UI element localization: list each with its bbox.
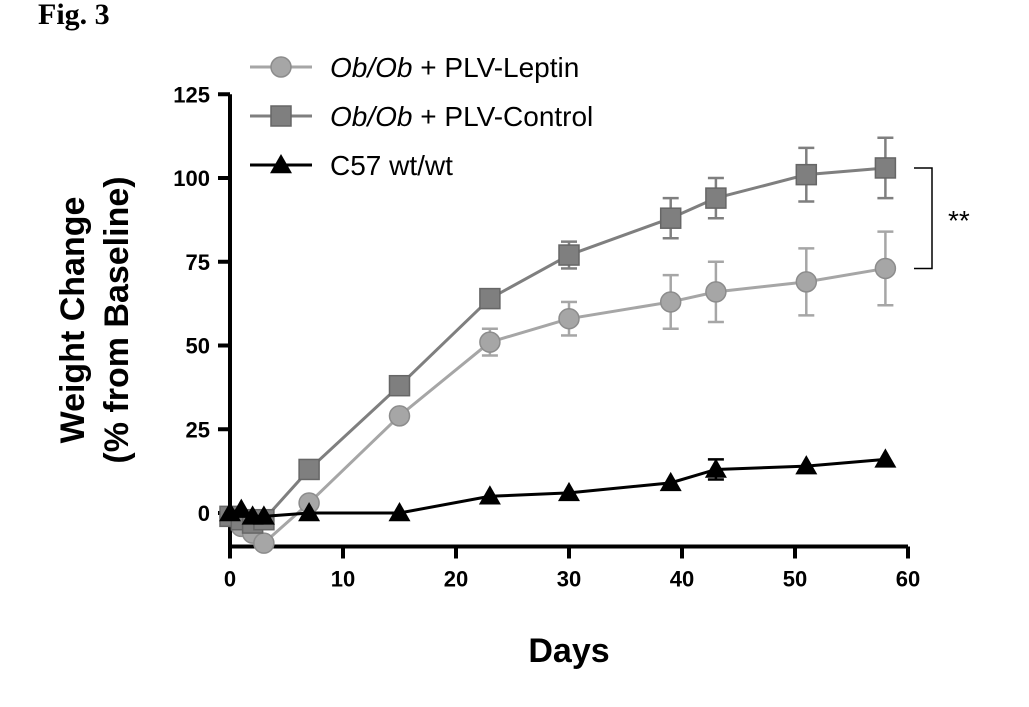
significance-label: ** <box>948 205 970 236</box>
data-point <box>252 505 275 525</box>
x-tick-label: 50 <box>783 567 807 592</box>
legend-marker <box>270 154 292 174</box>
data-point <box>558 307 580 330</box>
series-line <box>229 457 886 518</box>
data-point <box>705 281 727 303</box>
y-tick-label: 25 <box>186 417 210 442</box>
series-2 <box>219 136 897 534</box>
data-point <box>795 455 818 475</box>
bracket-line <box>914 167 933 270</box>
data-point <box>874 157 897 179</box>
y-axis-title-line1: Weight Change <box>54 197 92 444</box>
legend-label: Ob/Ob + PLV-Leptin <box>330 52 579 83</box>
data-point <box>298 502 321 522</box>
y-tick-label: 125 <box>173 82 210 107</box>
legend-label-text: + PLV-Control <box>412 101 593 132</box>
series-line <box>229 166 886 525</box>
data-point <box>795 271 818 293</box>
y-tick-label: 100 <box>173 166 210 191</box>
y-tick-label: 0 <box>198 501 210 526</box>
data-point <box>659 471 682 492</box>
y-tick-label: 75 <box>186 250 210 275</box>
data-point <box>659 291 682 313</box>
y-axis-title-line2: (% from Baseline) <box>98 176 136 463</box>
data-point <box>478 485 501 505</box>
legend-marker <box>270 105 292 127</box>
x-tick-label: 30 <box>557 567 581 592</box>
data-point <box>705 187 727 209</box>
legend-entry-1: Ob/Ob + PLV-Leptin <box>250 52 579 83</box>
x-tick-label: 0 <box>224 567 236 592</box>
data-point <box>298 458 320 481</box>
data-point <box>874 448 897 468</box>
x-tick-label: 60 <box>896 567 920 592</box>
data-point <box>253 532 275 554</box>
data-point <box>795 163 818 186</box>
legend-label-text: C57 wt/wt <box>330 150 453 181</box>
x-axis-title: Days <box>528 632 609 670</box>
series-3 <box>219 448 897 525</box>
legend-label: Ob/Ob + PLV-Control <box>330 101 593 132</box>
data-point <box>558 244 580 266</box>
legend-label: C57 wt/wt <box>330 150 453 181</box>
legend-marker <box>270 56 292 78</box>
data-point <box>388 502 411 522</box>
ticks: 0 10 20 30 40 50 60 0 25 50 75 100 125 <box>173 82 920 591</box>
data-point <box>388 374 411 397</box>
legend-entry-3: C57 wt/wt <box>250 150 453 181</box>
data-point <box>558 481 580 502</box>
data-point <box>659 207 682 229</box>
legend-entry-2: Ob/Ob + PLV-Control <box>250 101 593 132</box>
series-1 <box>219 230 897 554</box>
legend-label-text: + PLV-Leptin <box>412 52 579 83</box>
data-point <box>479 287 501 310</box>
x-tick-label: 10 <box>331 567 355 592</box>
figure-label: Fig. 3 <box>38 0 110 31</box>
data-point <box>874 257 897 280</box>
series-layer <box>219 136 897 554</box>
data-point <box>704 458 727 478</box>
x-tick-label: 40 <box>670 567 694 592</box>
legend-label-italic: Ob/Ob <box>330 101 412 132</box>
y-tick-label: 50 <box>186 334 210 359</box>
data-point <box>388 405 411 427</box>
data-point <box>230 498 253 518</box>
significance-bracket: ** <box>914 167 970 270</box>
series-line <box>229 266 886 546</box>
data-point <box>479 331 501 353</box>
x-tick-label: 20 <box>444 567 468 592</box>
legend-label-italic: Ob/Ob <box>330 52 412 83</box>
